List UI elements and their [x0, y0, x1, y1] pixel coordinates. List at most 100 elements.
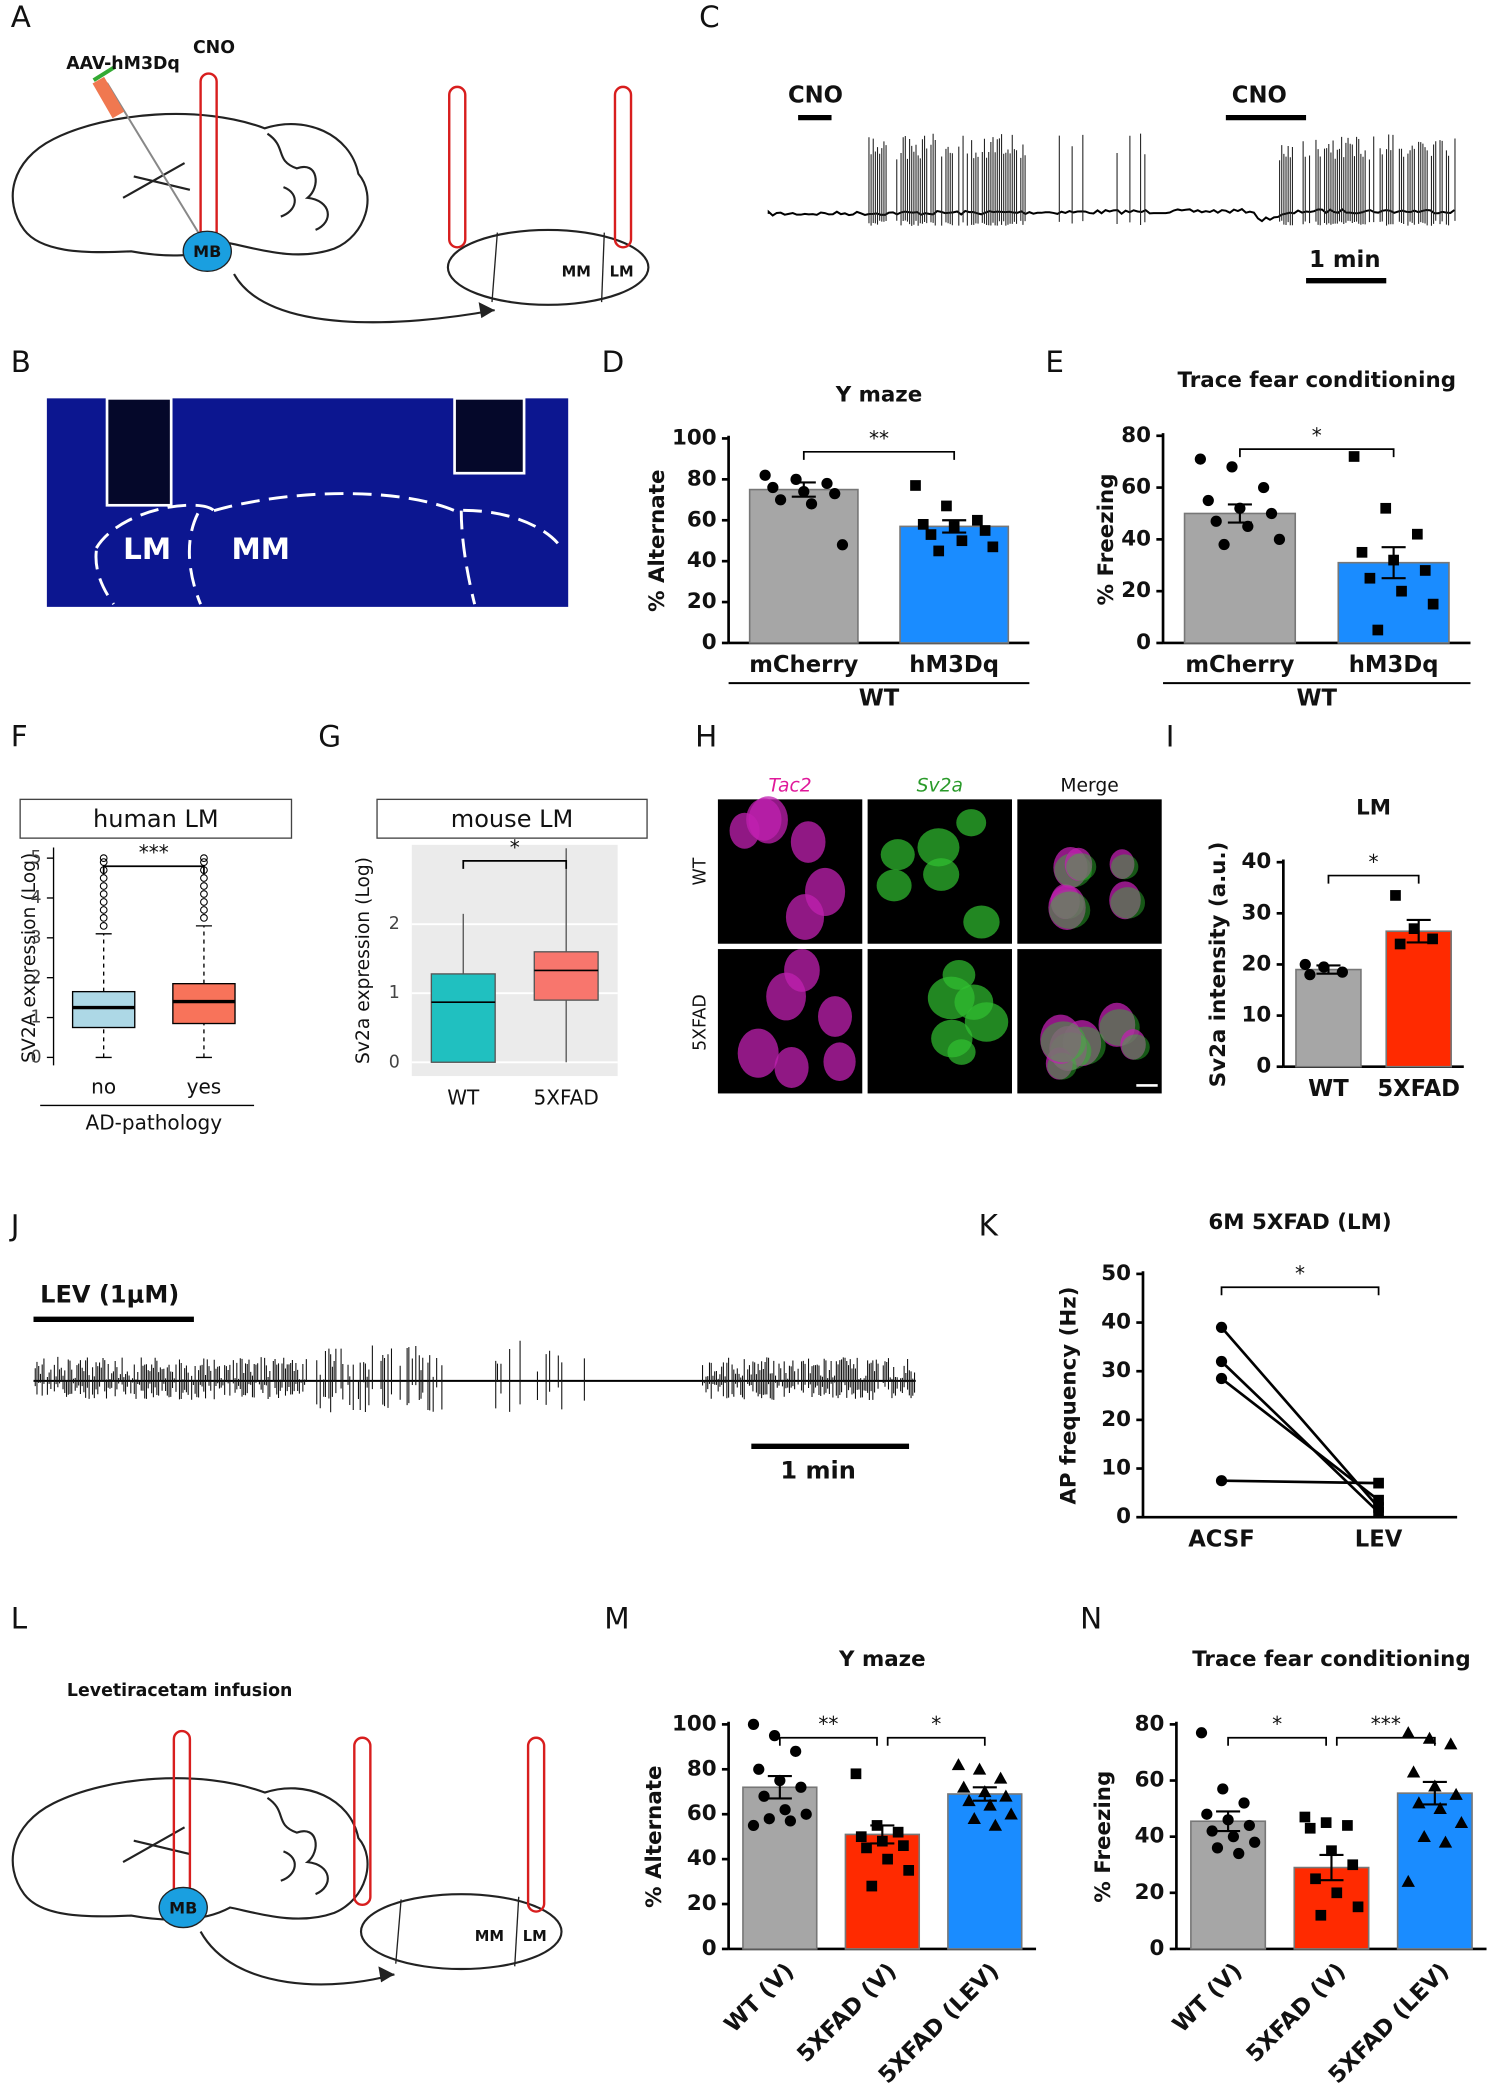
x-tick-label: mCherry [1185, 652, 1294, 678]
x-tick-label: mCherry [749, 652, 858, 678]
y-tick-label: 40 [687, 548, 717, 573]
point [763, 1813, 775, 1825]
point [892, 1826, 904, 1838]
point [967, 1812, 981, 1825]
significance-label: * [1312, 424, 1322, 448]
outlier [99, 906, 108, 914]
point [941, 500, 952, 512]
y-tick-label: 60 [1135, 1768, 1165, 1793]
point [1211, 1842, 1224, 1854]
outlier [200, 914, 208, 922]
y-tick-label: 20 [1101, 1407, 1131, 1432]
point [1215, 1372, 1228, 1385]
box [430, 973, 496, 1063]
outlier [99, 854, 108, 863]
x-tick-label: 5XFAD (V) [1241, 1958, 1351, 2068]
x-tick-label: 5XFAD [534, 1085, 599, 1109]
significance-label: * [510, 835, 520, 859]
point [1411, 528, 1423, 540]
group-label: WT [1296, 686, 1337, 712]
y-tick-label: 30 [1101, 1358, 1131, 1383]
y-tick-label: 10 [1101, 1456, 1131, 1481]
chart-title: mouse LM [451, 805, 574, 833]
cell [880, 839, 915, 871]
cell [1109, 849, 1135, 880]
y-tick-label: 40 [1242, 849, 1272, 874]
line [1220, 1377, 1380, 1502]
x-tick-label: yes [187, 1075, 222, 1099]
point [1310, 1873, 1321, 1885]
significance-label: ** [818, 1712, 838, 1736]
panel-label: I [1166, 719, 1175, 753]
point [855, 1831, 867, 1843]
y-tick-label: 20 [1135, 1880, 1165, 1905]
point [1401, 1874, 1415, 1887]
point [758, 1790, 770, 1802]
y-tick-label: 0 [389, 1052, 400, 1072]
region-label: LM [123, 532, 171, 566]
point [898, 1840, 909, 1851]
significance-bracket [1220, 1286, 1380, 1296]
y-tick-label: 10 [1242, 1003, 1272, 1028]
significance-label: ** [869, 426, 889, 450]
point [1342, 1820, 1353, 1831]
x-tick-label: no [91, 1075, 116, 1099]
point [1202, 494, 1214, 507]
point [1233, 1847, 1245, 1860]
diagram-label: Levetiracetam infusion [67, 1681, 292, 1701]
point [988, 1818, 1003, 1831]
cell [790, 821, 826, 863]
point [1299, 958, 1311, 971]
significance-bracket [1335, 1736, 1436, 1746]
point [1195, 1727, 1208, 1739]
point [1433, 1801, 1447, 1814]
panel-label: D [602, 345, 625, 379]
panel-label: A [11, 0, 31, 34]
point [987, 541, 999, 553]
x-tick-label: hM3Dq [909, 652, 999, 678]
point [1373, 1506, 1384, 1518]
point [1454, 1815, 1469, 1828]
point [1304, 969, 1316, 981]
cell [927, 976, 975, 1020]
y-tick-label: 0 [702, 630, 717, 655]
point [1265, 507, 1278, 520]
outlier [200, 906, 208, 914]
point [836, 539, 849, 551]
point [993, 1771, 1008, 1784]
y-tick-label: 0 [1150, 1936, 1165, 1961]
point [983, 1798, 997, 1811]
point [1326, 1845, 1337, 1857]
point [1347, 1859, 1359, 1871]
point [1194, 453, 1206, 465]
cell [1040, 1014, 1082, 1064]
y-tick-label: 1 [389, 983, 400, 1003]
point [1226, 461, 1238, 473]
point [1249, 1836, 1261, 1848]
cell [917, 828, 960, 867]
column-label: Tac2 [769, 775, 812, 796]
significance-bracket [462, 859, 568, 869]
point [1352, 1901, 1364, 1913]
y-tick-label: 80 [1135, 1711, 1165, 1736]
bar [1295, 968, 1362, 1068]
outlier [99, 922, 108, 930]
cell [1110, 887, 1146, 919]
y-tick-label: 0 [1116, 1504, 1131, 1529]
point [747, 1718, 760, 1730]
x-tick-label: 5XFAD (V) [792, 1958, 902, 2068]
bar [844, 1833, 921, 1950]
bar [1183, 512, 1297, 644]
point [1390, 890, 1401, 901]
point [1364, 572, 1376, 584]
point [999, 1789, 1013, 1802]
title-box [19, 798, 293, 839]
point [1373, 1477, 1384, 1489]
title-box [376, 798, 648, 839]
nucleus-label: LM [523, 1928, 547, 1945]
panel-label: N [1080, 1602, 1102, 1636]
point [1320, 1817, 1332, 1828]
point [1210, 515, 1222, 527]
point [747, 1819, 760, 1832]
drug-label: CNO [193, 38, 235, 58]
